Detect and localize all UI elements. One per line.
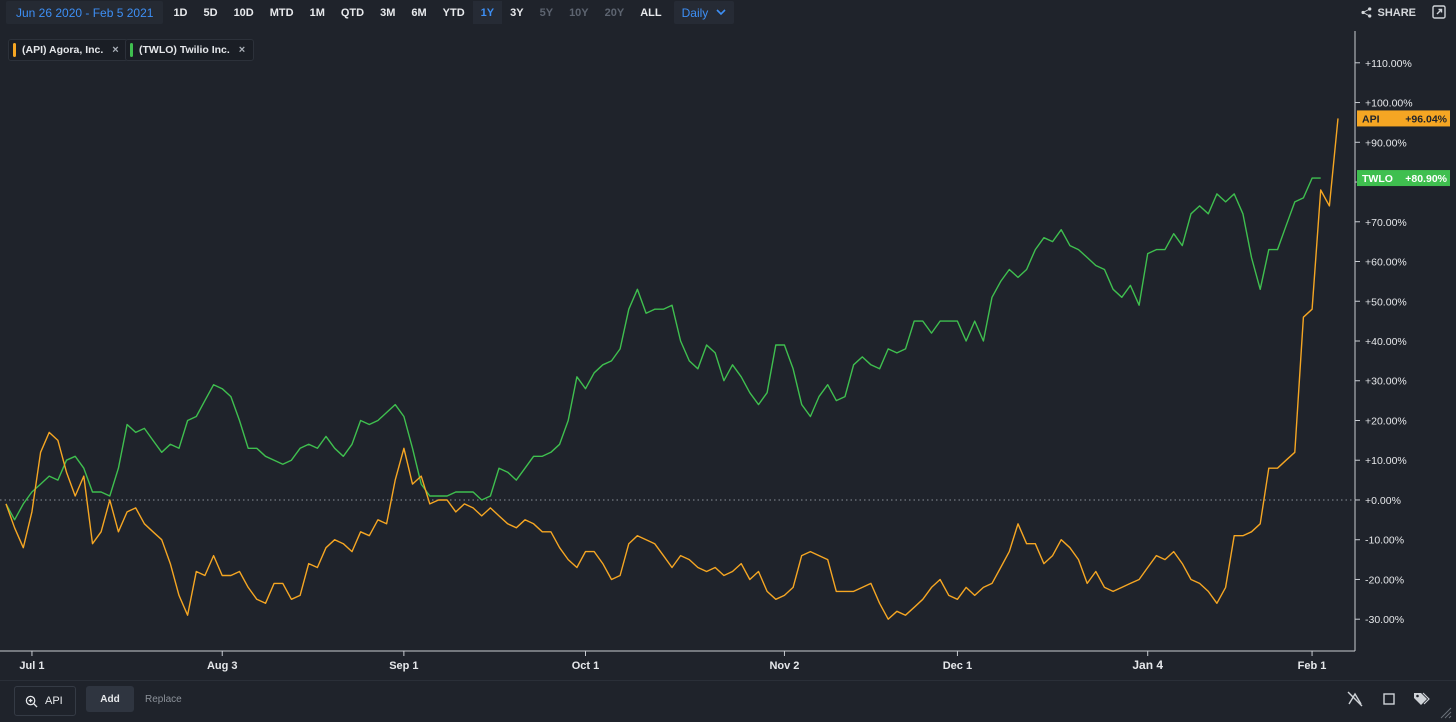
interval-label: Daily	[681, 5, 709, 20]
y-tick-label: +110.00%	[1365, 58, 1412, 70]
x-tick-label: Dec 1	[943, 660, 972, 672]
y-tick-label: -20.00%	[1365, 574, 1404, 586]
legend-chip-api[interactable]: (API) Agora, Inc. ×	[8, 39, 128, 61]
resize-grip-icon[interactable]	[1440, 707, 1452, 719]
symbol-label: API	[45, 695, 63, 707]
interval-dropdown[interactable]: Daily	[673, 1, 735, 24]
legend-chip-twlo[interactable]: (TWLO) Twilio Inc. ×	[125, 39, 255, 61]
y-tick-label: -30.00%	[1365, 614, 1404, 626]
last-value-percent: +80.90%	[1405, 173, 1447, 185]
tags-icon[interactable]	[1412, 690, 1430, 708]
chart-area[interactable]: +110.00%+100.00%+90.00%+80.00%+70.00%+60…	[0, 31, 1456, 680]
range-button-1m[interactable]: 1M	[309, 6, 325, 19]
last-value-badge-api	[1357, 110, 1450, 127]
legend-label: (TWLO) Twilio Inc.	[139, 44, 230, 56]
range-button-1d[interactable]: 1D	[173, 6, 188, 19]
chevron-down-icon	[716, 9, 726, 16]
range-button-6m[interactable]: 6M	[411, 6, 427, 19]
range-button-20y[interactable]: 20Y	[604, 6, 625, 19]
range-buttons: 1D 5D 10D MTD 1M QTD 3M 6M YTD 1Y 3Y 5Y 10Y 20Y ALL	[165, 1, 669, 24]
close-icon[interactable]: ×	[112, 44, 119, 56]
range-button-3y[interactable]: 3Y	[510, 6, 524, 19]
add-button[interactable]: Add	[86, 686, 134, 712]
last-value-percent: +96.04%	[1405, 113, 1447, 125]
y-tick-label: +30.00%	[1365, 376, 1407, 388]
x-tick-label: Jul 1	[19, 660, 44, 672]
range-button-1y[interactable]: 1Y	[472, 1, 503, 24]
y-tick-label: -10.00%	[1365, 535, 1404, 547]
x-tick-label: Nov 2	[769, 660, 799, 672]
range-button-mtd[interactable]: MTD	[269, 6, 294, 19]
share-icon	[1361, 7, 1372, 18]
bottom-bar: API Add Replace	[0, 680, 1456, 722]
x-tick-label: Aug 3	[207, 660, 238, 672]
y-tick-label: +10.00%	[1365, 455, 1407, 467]
series-line-twlo	[5, 177, 1321, 521]
range-button-5d[interactable]: 5D	[203, 6, 218, 19]
expand-icon[interactable]	[1432, 5, 1446, 19]
x-tick-label: Oct 1	[572, 660, 600, 672]
x-tick-label: Sep 1	[389, 660, 418, 672]
last-value-badge-twlo	[1357, 170, 1450, 187]
range-button-5y[interactable]: 5Y	[539, 6, 554, 19]
top-toolbar: Jun 26 2020 - Feb 5 2021 1D 5D 10D MTD 1M QTD…	[0, 0, 1456, 25]
square-icon[interactable]	[1380, 690, 1398, 708]
y-tick-label: +100.00%	[1365, 98, 1413, 110]
y-tick-label: +40.00%	[1365, 336, 1407, 348]
price-chart[interactable]: +110.00%+100.00%+90.00%+80.00%+70.00%+60…	[0, 31, 1456, 680]
x-tick-label: Feb 1	[1298, 660, 1327, 672]
range-button-all[interactable]: ALL	[640, 6, 662, 19]
series-line-api	[5, 118, 1339, 620]
y-tick-label: +90.00%	[1365, 137, 1407, 149]
legend-color-bar	[13, 43, 16, 57]
last-value-symbol: TWLO	[1362, 173, 1393, 185]
range-button-ytd[interactable]: YTD	[442, 6, 465, 19]
y-tick-label: +50.00%	[1365, 296, 1407, 308]
zoom-in-icon	[25, 695, 38, 708]
legend-color-bar	[130, 43, 133, 57]
last-value-symbol: API	[1362, 113, 1380, 125]
close-icon[interactable]: ×	[238, 44, 246, 56]
x-tick-label: Jan 4	[1132, 658, 1163, 672]
legend-label: (API) Agora, Inc.	[22, 44, 104, 56]
y-tick-label: +0.00%	[1365, 495, 1401, 507]
symbol-search[interactable]: API	[14, 686, 76, 716]
range-button-3m[interactable]: 3M	[380, 6, 396, 19]
range-button-qtd[interactable]: QTD	[340, 6, 365, 19]
replace-button[interactable]: Replace	[145, 693, 182, 705]
y-tick-label: +20.00%	[1365, 415, 1407, 427]
y-tick-label: +60.00%	[1365, 257, 1407, 269]
hide-drawings-icon[interactable]	[1346, 690, 1364, 708]
share-label: SHARE	[1377, 6, 1416, 19]
date-range-picker[interactable]: Jun 26 2020 - Feb 5 2021	[6, 1, 164, 24]
y-tick-label: +70.00%	[1365, 217, 1407, 229]
share-button[interactable]: SHARE	[1361, 0, 1416, 25]
range-button-10y[interactable]: 10Y	[569, 6, 589, 19]
range-button-10d[interactable]: 10D	[233, 6, 254, 19]
